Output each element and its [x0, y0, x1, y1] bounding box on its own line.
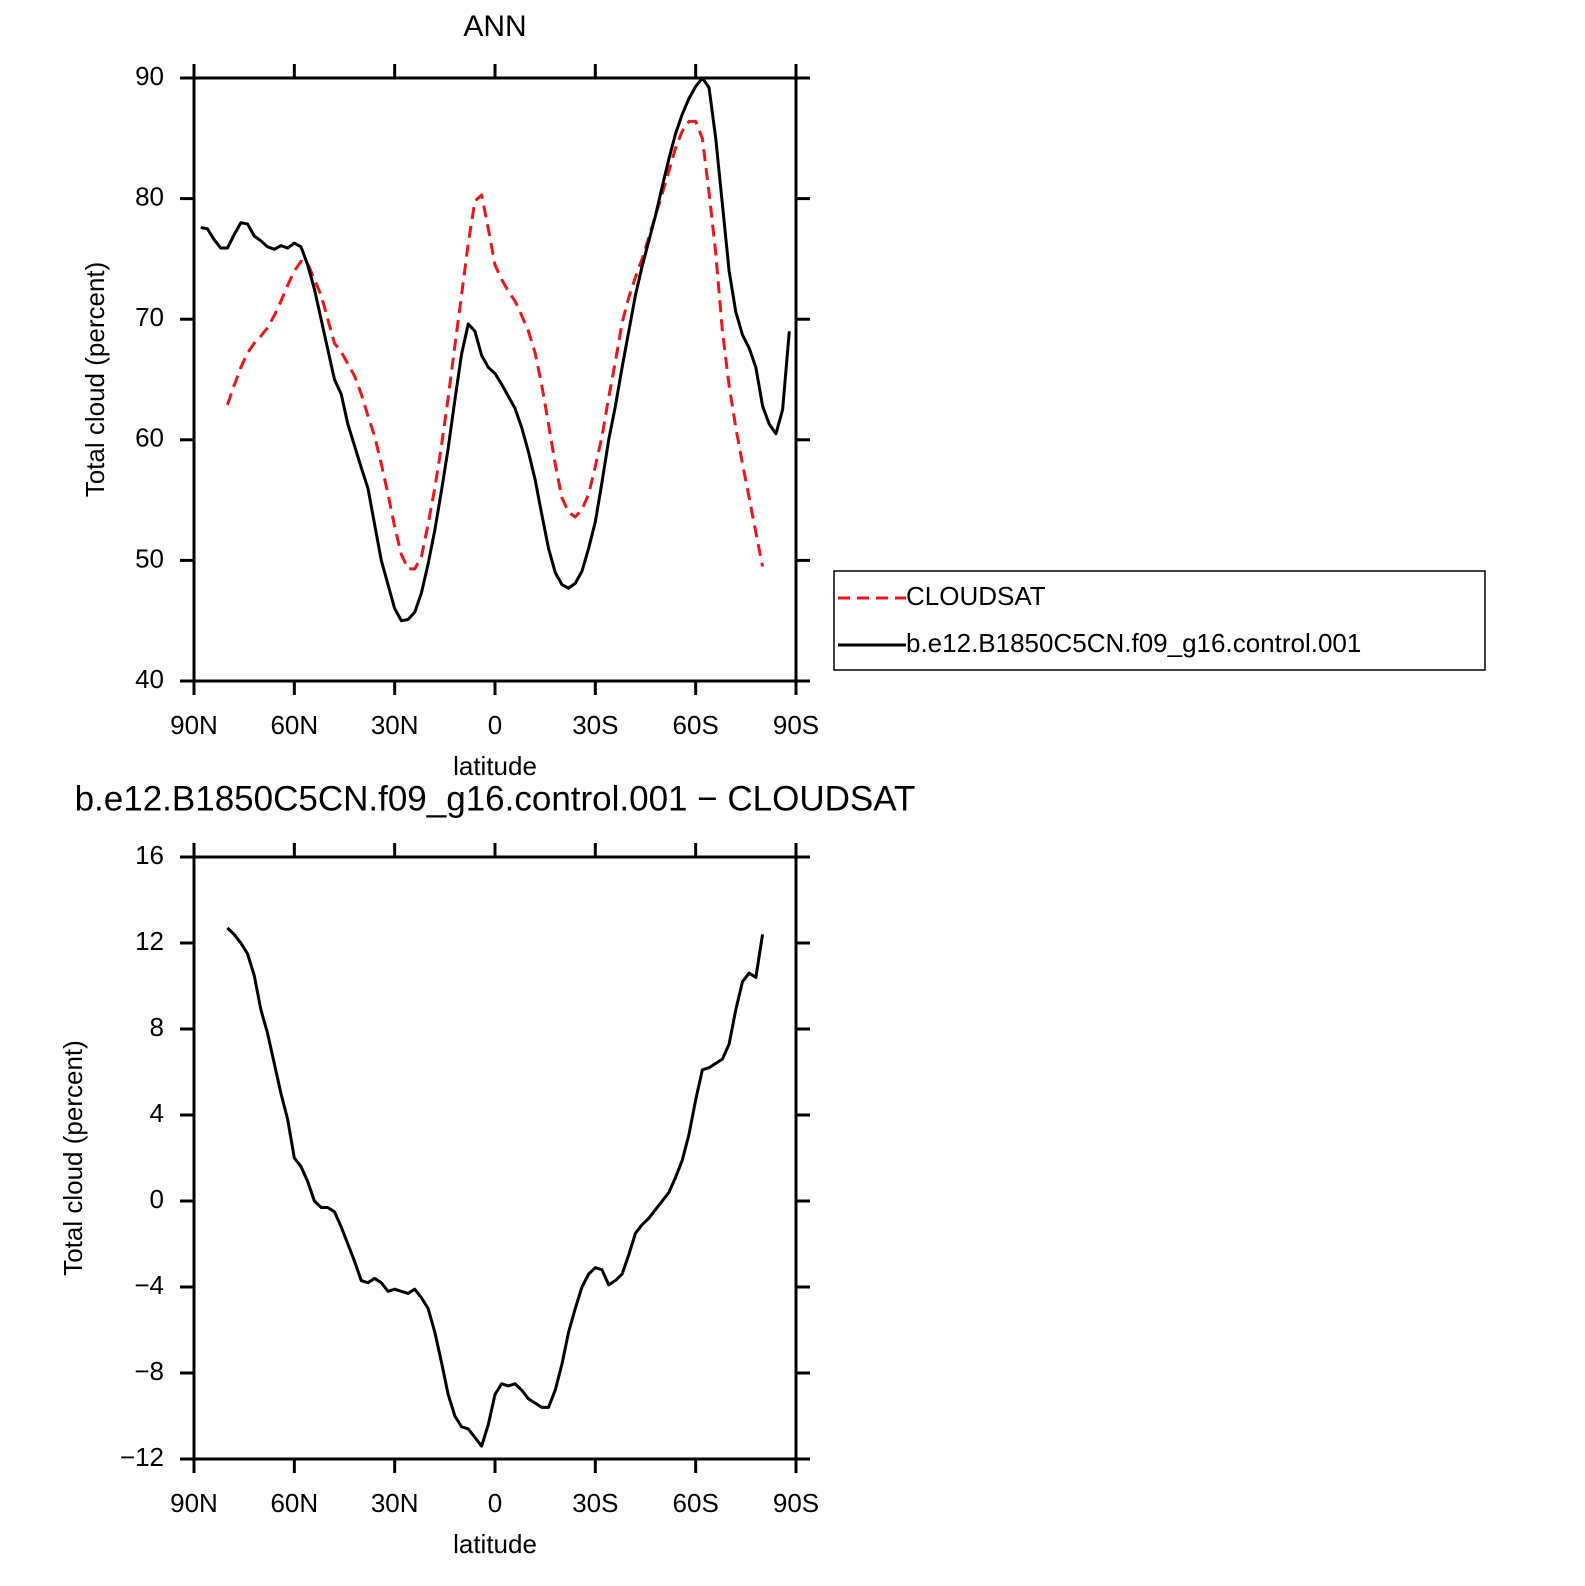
- x-tick-label: 90N: [170, 710, 218, 740]
- y-tick-label: 70: [135, 302, 164, 332]
- y-tick-label: 80: [135, 181, 164, 211]
- series-line: [226, 119, 765, 571]
- legend-label: b.e12.B1850C5CN.f09_g16.control.001: [906, 628, 1361, 658]
- y-tick-label: 16: [135, 840, 164, 870]
- x-tick-label: 30N: [371, 1488, 419, 1518]
- x-tick-label: 60N: [270, 1488, 318, 1518]
- x-tick-label: 30S: [572, 710, 618, 740]
- y-tick-label: 8: [150, 1012, 164, 1042]
- chart-title: ANN: [463, 10, 526, 43]
- y-tick-label: 0: [150, 1184, 164, 1214]
- y-axis-label: Total cloud (percent): [80, 262, 110, 498]
- legend-box: [833, 570, 1486, 671]
- y-tick-label: 4: [150, 1098, 164, 1128]
- x-tick-label: 30S: [572, 1488, 618, 1518]
- y-tick-label: −4: [134, 1270, 164, 1300]
- y-tick-label: 12: [135, 926, 164, 956]
- x-tick-label: 90N: [170, 1488, 218, 1518]
- y-tick-label: −8: [134, 1356, 164, 1386]
- x-tick-label: 0: [488, 710, 502, 740]
- y-tick-label: 40: [135, 664, 164, 694]
- x-axis-label: latitude: [453, 1529, 537, 1559]
- y-tick-label: 90: [135, 61, 164, 91]
- x-tick-label: 30N: [371, 710, 419, 740]
- x-tick-label: 60S: [673, 1488, 719, 1518]
- plot-frame: [192, 855, 798, 1461]
- series-line: [200, 76, 791, 623]
- y-axis-label: Total cloud (percent): [58, 1040, 88, 1276]
- legend-label: CLOUDSAT: [906, 581, 1046, 611]
- chart-title: b.e12.B1850C5CN.f09_g16.control.001 − CL…: [75, 779, 916, 818]
- x-tick-label: 0: [488, 1488, 502, 1518]
- y-tick-label: 60: [135, 423, 164, 453]
- x-tick-label: 90S: [773, 1488, 819, 1518]
- x-tick-label: 60N: [270, 710, 318, 740]
- series-line: [226, 926, 765, 1448]
- y-tick-label: 50: [135, 543, 164, 573]
- x-tick-label: 60S: [673, 710, 719, 740]
- x-tick-label: 90S: [773, 710, 819, 740]
- y-tick-label: −12: [120, 1442, 164, 1472]
- x-axis-label: latitude: [453, 751, 537, 781]
